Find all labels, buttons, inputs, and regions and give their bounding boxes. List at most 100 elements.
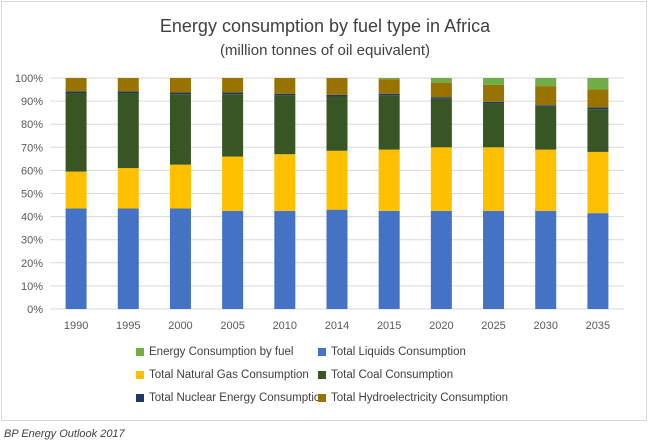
bar-segment xyxy=(535,149,557,211)
bar-segment xyxy=(169,208,191,309)
bar-segment xyxy=(430,82,452,98)
bar-segment xyxy=(587,107,609,110)
x-tick-label: 2010 xyxy=(273,320,297,332)
bar-segment xyxy=(378,78,400,80)
x-tick-label: 2005 xyxy=(220,320,244,332)
bar-segment xyxy=(222,156,244,211)
y-tick-label: 40% xyxy=(21,212,43,224)
bar-segment xyxy=(326,96,348,151)
source-caption: BP Energy Outlook 2017 xyxy=(4,428,125,440)
bar-segment xyxy=(378,149,400,211)
bar-segment xyxy=(378,79,400,94)
legend-label: Total Hydroelectricity Consumption xyxy=(331,391,509,404)
y-tick-label: 70% xyxy=(21,142,43,154)
x-tick-label: 2020 xyxy=(429,320,453,332)
bar-segment xyxy=(65,91,87,94)
legend-swatch xyxy=(136,370,144,379)
bar-segment xyxy=(587,151,609,214)
x-tick-label: 1995 xyxy=(116,320,140,332)
bar-segment xyxy=(222,92,244,95)
bar-segment xyxy=(326,209,348,309)
legend-item: Total Hydroelectricity Consumption xyxy=(318,390,538,405)
x-tick-label: 2030 xyxy=(533,320,557,332)
legend-label: Total Liquids Consumption xyxy=(331,345,466,358)
legend-swatch xyxy=(318,393,326,402)
bar-segment xyxy=(483,103,505,148)
bar-segment xyxy=(169,78,191,93)
legend-swatch xyxy=(318,370,326,379)
bar-segment xyxy=(117,91,139,94)
legend-item: Total Coal Consumption xyxy=(318,367,538,382)
bar-segment xyxy=(535,105,557,107)
bar-segment xyxy=(222,78,244,93)
bar-segment xyxy=(535,210,557,309)
bar-segment xyxy=(483,210,505,309)
bar-segment xyxy=(535,86,557,106)
bar-segment xyxy=(326,94,348,97)
chart-title: Energy consumption by fuel type in Afric… xyxy=(159,16,491,36)
bar-segment xyxy=(326,150,348,210)
y-tick-label: 30% xyxy=(21,235,43,247)
y-tick-label: 60% xyxy=(21,165,43,177)
x-tick-label: 1990 xyxy=(64,320,88,332)
bar-segment xyxy=(483,78,505,85)
bar-segment xyxy=(430,147,452,211)
y-tick-label: 20% xyxy=(21,258,43,270)
bar-segment xyxy=(274,95,296,155)
bar-segment xyxy=(430,210,452,309)
bar-segment xyxy=(535,78,557,87)
legend-swatch xyxy=(136,347,144,356)
x-tick-label: 2014 xyxy=(325,320,349,332)
legend-item: Total Liquids Consumption xyxy=(318,344,538,359)
chart-subtitle: (million tonnes of oil equivalent) xyxy=(219,42,431,59)
bar-segment xyxy=(274,93,296,96)
legend-item: Energy Consumption by fuel xyxy=(136,344,318,359)
chart-frame: Energy consumption by fuel type in Afric… xyxy=(1,1,647,421)
y-tick-label: 10% xyxy=(21,281,43,293)
bar-segment xyxy=(378,95,400,150)
legend-label: Total Nuclear Energy Consumption xyxy=(149,391,327,404)
bar-segment xyxy=(587,213,609,309)
bar-segment xyxy=(274,78,296,94)
bar-segment xyxy=(430,78,452,83)
y-tick-label: 50% xyxy=(21,189,43,201)
bar-segment xyxy=(378,93,400,96)
bar-segment xyxy=(222,94,244,157)
legend-label: Total Natural Gas Consumption xyxy=(149,368,309,381)
legend-item: Total Natural Gas Consumption xyxy=(136,367,318,382)
legend: Energy Consumption by fuel Total Liquids … xyxy=(136,344,556,405)
x-tick-label: 2035 xyxy=(586,320,610,332)
y-tick-label: 90% xyxy=(21,96,43,108)
bar-segment xyxy=(587,89,609,108)
bar-segment xyxy=(483,101,505,104)
x-tick-label: 2000 xyxy=(168,320,192,332)
bar-segment xyxy=(65,93,87,172)
bar-segment xyxy=(483,84,505,102)
bar-segment xyxy=(117,78,139,92)
bar-segment xyxy=(535,106,557,150)
y-tick-label: 100% xyxy=(15,73,43,85)
bar-segment xyxy=(274,154,296,211)
bar-segment xyxy=(222,210,244,309)
bar-segment xyxy=(378,210,400,309)
bar-segment xyxy=(587,78,609,90)
bar-segment xyxy=(117,168,139,209)
legend-swatch xyxy=(136,393,144,402)
bar-segment xyxy=(169,92,191,95)
bar-segment xyxy=(169,94,191,165)
bar-segment xyxy=(169,164,191,209)
bar-segment xyxy=(430,98,452,148)
legend-swatch xyxy=(318,347,326,356)
bar-segment xyxy=(117,208,139,309)
bar-segment xyxy=(430,97,452,99)
bar-segment xyxy=(117,93,139,169)
y-tick-label: 80% xyxy=(21,119,43,131)
bar-segment xyxy=(65,171,87,209)
bar-segment xyxy=(274,210,296,309)
plot-area: 0% 10% 20% 30% 40% 50% 60% 70% 80% 90% 100% 1990 199… xyxy=(15,73,624,332)
legend-label: Total Coal Consumption xyxy=(331,368,454,381)
legend-item: Total Nuclear Energy Consumption xyxy=(136,390,327,405)
bar-segment xyxy=(483,147,505,211)
bar-segment xyxy=(587,109,609,152)
x-tick-label: 2015 xyxy=(377,320,401,332)
